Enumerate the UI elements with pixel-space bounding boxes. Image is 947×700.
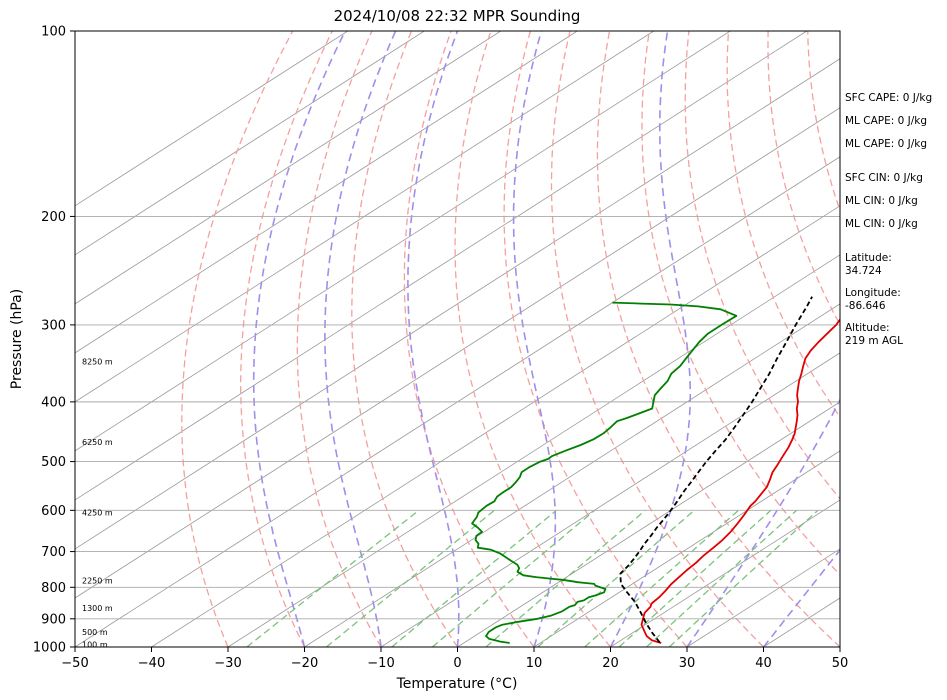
y-tick-label: 900 (41, 612, 66, 627)
background-lines (75, 31, 947, 647)
stat-line: SFC CIN: 0 J/kg (845, 172, 923, 184)
isotherm-line (75, 31, 425, 256)
stat-line: ML CAPE: 0 J/kg (845, 138, 928, 150)
isotherm-line (227, 254, 840, 647)
mixing-ratio-line (668, 509, 819, 647)
dry-adiabat-line (403, 31, 535, 647)
dry-adiabat-line (726, 31, 840, 418)
dry-adiabat-line (927, 31, 947, 647)
mixing-ratio-line (618, 509, 772, 647)
dry-adiabat-line (240, 31, 333, 647)
y-tick-label: 600 (41, 504, 66, 519)
height-label: 100 m (82, 640, 108, 649)
y-tick-label: 300 (41, 318, 66, 333)
isotherm-line (75, 31, 578, 354)
height-label: 6250 m (82, 438, 113, 447)
x-tick-label: 30 (679, 656, 696, 671)
x-tick-label: 10 (526, 656, 543, 671)
x-axis-ticks: −50 −40 −30 −20 −10 0 10 20 30 40 50 (61, 647, 848, 671)
isotherm-line (75, 31, 655, 403)
height-label: 2250 m (82, 577, 113, 586)
y-axis-ticks: 100 200 300 400 500 600 700 800 900 1000 (33, 25, 75, 656)
moist-adiabat-line (512, 31, 557, 647)
isotherm-line (304, 303, 840, 647)
y-tick-label: 500 (41, 455, 66, 470)
sounding-profiles (471, 296, 840, 644)
mixing-ratio-line (646, 509, 798, 647)
mixing-ratio-line (391, 509, 557, 647)
isotherm-line (75, 107, 840, 599)
mixing-ratio-line (584, 509, 739, 647)
mixing-ratio-line (485, 509, 646, 647)
stat-line: ML CAPE: 0 J/kg (845, 115, 928, 127)
dry-adiabat-line (767, 31, 840, 327)
x-tick-label: 40 (755, 656, 772, 671)
x-tick-label: −20 (291, 656, 318, 671)
y-tick-label: 700 (41, 545, 66, 560)
series-line-2 (619, 296, 813, 643)
isotherm-line (75, 31, 502, 305)
height-labels: 100 m 500 m 1300 m 2250 m 4250 m 6250 m 8250 m (82, 358, 113, 650)
chart-title: 2024/10/08 22:32 MPR Sounding (334, 7, 581, 25)
y-tick-label: 800 (41, 581, 66, 596)
dry-adiabat-line (550, 31, 764, 647)
x-tick-label: 20 (602, 656, 619, 671)
isotherm-line (75, 58, 840, 550)
isotherm-line (610, 499, 840, 647)
dry-adiabat-line (684, 31, 840, 500)
x-tick-label: −30 (214, 656, 241, 671)
dry-adiabat-line (351, 31, 459, 647)
stat-line: SFC CAPE: 0 J/kg (845, 92, 933, 104)
isotherm-line (457, 401, 840, 647)
stat-line: Latitude: 34.724 (845, 252, 892, 277)
mixing-ratio-line (537, 509, 695, 647)
x-tick-label: 50 (832, 656, 849, 671)
y-axis-label: Pressure (hPa) (9, 289, 25, 389)
mixing-ratio-line (431, 509, 596, 647)
height-label: 500 m (82, 628, 108, 637)
dry-adiabat-line (641, 31, 840, 576)
y-tick-label: 1000 (33, 641, 66, 656)
dry-adiabat-line (181, 31, 294, 647)
dry-adiabat-line (454, 31, 612, 647)
plot-frame (74, 30, 841, 648)
series-line-0 (640, 318, 840, 644)
stat-line: ML CIN: 0 J/kg (845, 218, 918, 230)
height-label: 8250 m (82, 358, 113, 367)
stat-line: ML CIN: 0 J/kg (845, 195, 918, 207)
mixing-ratio-line (326, 509, 495, 647)
height-label: 4250 m (82, 509, 113, 518)
moist-adiabat-line (686, 398, 840, 647)
series-line-1 (471, 301, 738, 644)
isotherm-line (75, 31, 808, 501)
dry-adiabat-line (596, 31, 840, 647)
moist-adiabat-line (407, 31, 460, 647)
isotherm-line (380, 352, 840, 647)
dry-adiabat-line (296, 31, 382, 647)
mixing-ratio-line (246, 509, 420, 647)
stat-line: Altitude: 219 m AGL (845, 322, 903, 347)
y-tick-label: 400 (41, 395, 66, 410)
x-tick-label: −10 (367, 656, 394, 671)
moist-adiabat-line (762, 548, 840, 647)
isotherm-line (151, 205, 840, 647)
pressure-gridlines (75, 31, 840, 647)
moist-adiabat-line (252, 31, 346, 647)
x-tick-label: −50 (61, 656, 88, 671)
x-tick-label: −40 (138, 656, 165, 671)
y-tick-label: 100 (41, 25, 66, 40)
isotherm-line (75, 31, 731, 452)
x-tick-label: 0 (453, 656, 461, 671)
moist-adiabat-line (609, 31, 692, 647)
isotherm-line (533, 450, 840, 647)
isotherm-line (75, 156, 840, 647)
y-tick-label: 200 (41, 210, 66, 225)
stat-line: Longitude: -86.646 (845, 287, 901, 312)
height-label: 1300 m (82, 604, 113, 613)
isotherm-line (75, 31, 349, 207)
x-axis-label: Temperature (°C) (396, 676, 518, 692)
moist-adiabat-line (324, 31, 397, 647)
dry-adiabat-line (503, 31, 688, 647)
